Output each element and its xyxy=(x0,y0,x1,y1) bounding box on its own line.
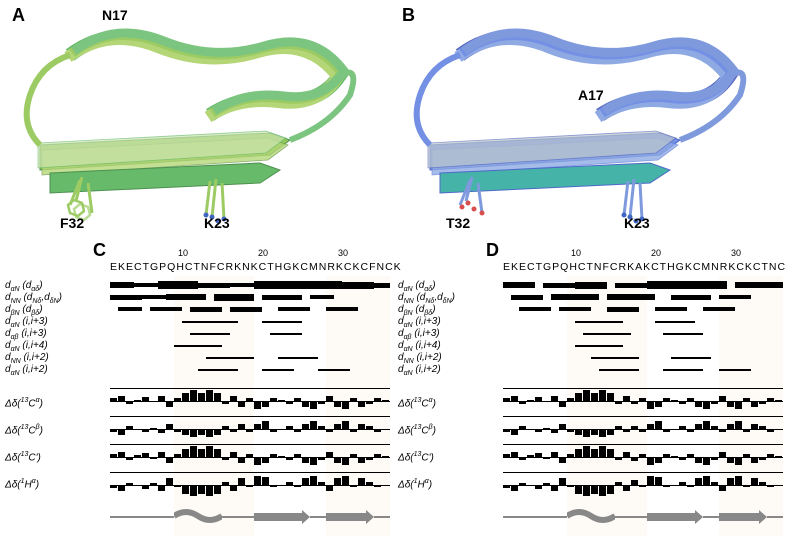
cs-track xyxy=(110,444,390,469)
cs-track xyxy=(503,416,783,441)
panel-d: D 102030EKECTGPQHCTNFCRKAKCTHGKCMNRKCKCT… xyxy=(398,248,783,544)
cs-track xyxy=(110,388,390,413)
cs-row-labels: Δδ(13Cα)Δδ(13Cβ)Δδ(13C')Δδ(1Hα) xyxy=(398,388,436,496)
noe-track xyxy=(503,292,783,303)
noe-row-labels: dαN (dαδ)dNN (dNδ,dδN)dβN (dβδ)dαN (i,i+… xyxy=(398,280,455,376)
residue-t32: T32 xyxy=(446,215,470,231)
noe-track xyxy=(110,304,390,315)
noe-track xyxy=(110,340,390,351)
noe-track xyxy=(503,352,783,363)
noe-track xyxy=(503,304,783,315)
seq-panel-c: 102030EKECTGPQHCTNFCRKNKCTHGKCMNRKCKCFNC… xyxy=(5,248,390,544)
noe-track xyxy=(503,340,783,351)
panel-b-label: B xyxy=(402,5,415,26)
panel-a-label: A xyxy=(12,5,25,26)
noe-track xyxy=(110,328,390,339)
noe-row-labels: dαN (dαδ)dNN (dNδ,dδN)dβN (dβδ)dαN (i,i+… xyxy=(5,280,62,376)
residue-f32: F32 xyxy=(60,215,84,231)
residue-a17: A17 xyxy=(578,87,604,103)
cs-track xyxy=(503,444,783,469)
noe-track xyxy=(503,316,783,327)
seq-panel-d: 102030EKECTGPQHCTNFCRKAKCTHGKCMNRKCKCTNC… xyxy=(398,248,783,544)
structure-a xyxy=(10,5,380,240)
ss-track xyxy=(503,508,783,526)
cs-track xyxy=(110,472,390,497)
noe-track xyxy=(503,280,783,291)
noe-track xyxy=(110,292,390,303)
structure-b xyxy=(400,5,770,240)
panel-b: B A17 T32 K23 xyxy=(400,5,770,240)
ss-track xyxy=(110,508,390,526)
cs-track xyxy=(503,472,783,497)
noe-track xyxy=(110,364,390,375)
panel-c: C 102030EKECTGPQHCTNFCRKNKCTHGKCMNRKCKCF… xyxy=(5,248,390,544)
noe-track xyxy=(503,364,783,375)
seq-letters: EKECTGPQHCTNFCRKAKCTHGKCMNRKCKCTNCK xyxy=(503,261,787,273)
cs-row-labels: Δδ(13Cα)Δδ(13Cβ)Δδ(13C')Δδ(1Hα) xyxy=(5,388,43,496)
noe-track xyxy=(503,328,783,339)
noe-track xyxy=(110,352,390,363)
residue-n17: N17 xyxy=(102,7,128,23)
residue-k23-a: K23 xyxy=(204,215,230,231)
cs-track xyxy=(110,416,390,441)
seq-letters: EKECTGPQHCTNFCRKNKCTHGKCMNRKCKCFNCK xyxy=(110,261,402,273)
cs-track xyxy=(503,388,783,413)
residue-k23-b: K23 xyxy=(624,215,650,231)
panel-a: A N17 F32 K23 xyxy=(10,5,380,240)
noe-track xyxy=(110,280,390,291)
noe-track xyxy=(110,316,390,327)
